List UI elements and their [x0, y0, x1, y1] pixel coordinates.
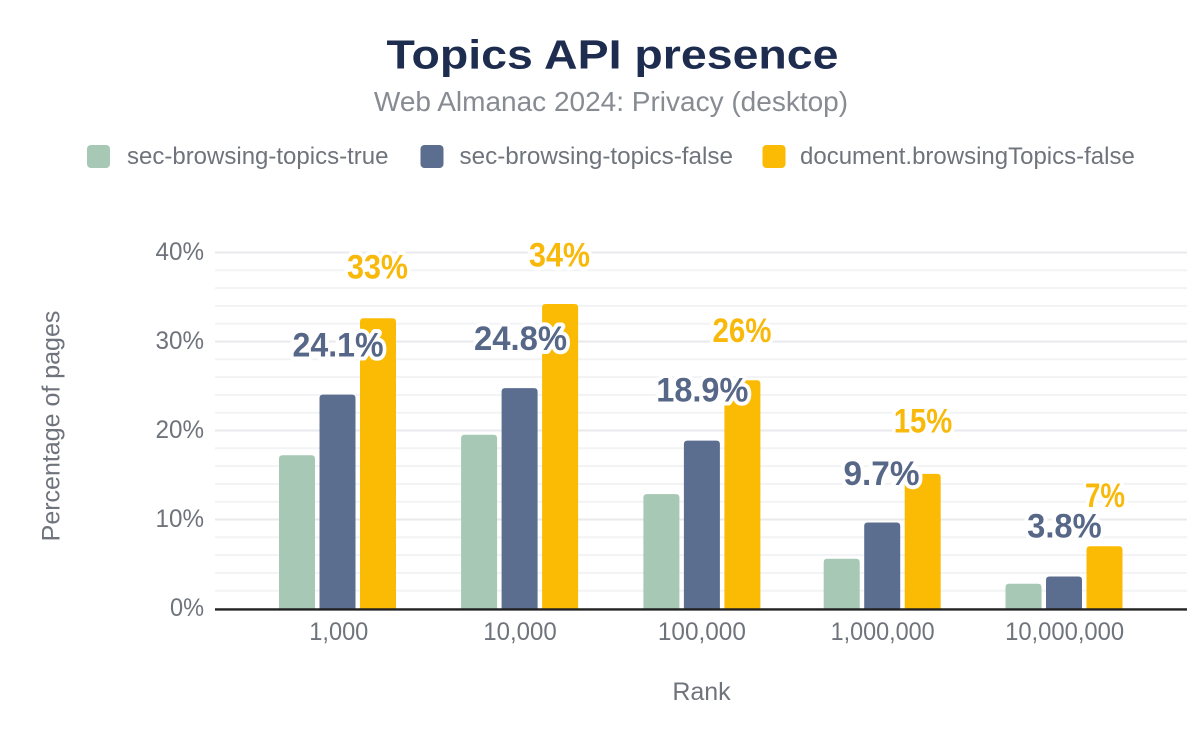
svg-text:24.8%: 24.8%	[474, 320, 567, 358]
svg-text:26%: 26%	[713, 312, 772, 350]
svg-text:33%: 33%	[347, 249, 408, 287]
svg-text:0%: 0%	[170, 594, 204, 622]
svg-text:10,000,000: 10,000,000	[1005, 618, 1124, 646]
svg-text:Percentage of pages: Percentage of pages	[38, 311, 66, 542]
svg-text:sec-browsing-topics-false: sec-browsing-topics-false	[460, 143, 734, 170]
svg-text:20%: 20%	[156, 416, 205, 444]
svg-text:1,000,000: 1,000,000	[831, 618, 935, 646]
svg-text:1,000: 1,000	[309, 618, 368, 646]
svg-text:3.8%: 3.8%	[1027, 508, 1102, 546]
svg-text:40%: 40%	[156, 238, 205, 266]
svg-text:Web Almanac 2024: Privacy (des: Web Almanac 2024: Privacy (desktop)	[374, 86, 848, 117]
svg-text:Topics API presence: Topics API presence	[387, 32, 839, 78]
svg-text:100,000: 100,000	[658, 618, 746, 646]
svg-text:7%: 7%	[1085, 477, 1125, 515]
svg-text:document.browsingTopics-false: document.browsingTopics-false	[800, 143, 1135, 170]
svg-text:10%: 10%	[156, 505, 205, 533]
svg-text:Rank: Rank	[672, 678, 731, 706]
svg-text:24.1%: 24.1%	[293, 327, 384, 365]
svg-text:34%: 34%	[529, 237, 590, 275]
svg-text:sec-browsing-topics-true: sec-browsing-topics-true	[127, 143, 388, 170]
svg-text:18.9%: 18.9%	[656, 371, 748, 409]
svg-text:10,000: 10,000	[483, 618, 557, 646]
svg-text:15%: 15%	[894, 403, 953, 441]
svg-text:30%: 30%	[156, 327, 205, 355]
svg-text:9.7%: 9.7%	[844, 455, 920, 493]
